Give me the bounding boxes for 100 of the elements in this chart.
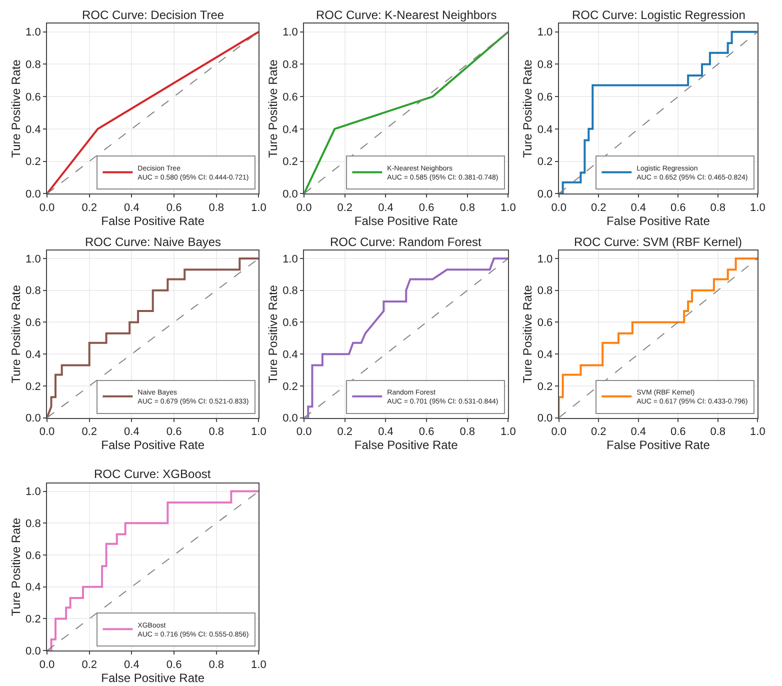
y-tick-label: 1.0 bbox=[26, 26, 41, 39]
x-tick-label: 1.0 bbox=[500, 202, 516, 214]
y-tick-label: 0.4 bbox=[537, 124, 553, 136]
x-tick-label: 0.6 bbox=[670, 426, 686, 438]
y-tick-label: 1.0 bbox=[282, 253, 298, 266]
x-tick-label: 1.0 bbox=[251, 658, 266, 671]
y-tick-label: 0.6 bbox=[26, 91, 41, 104]
x-tick-label: 0.8 bbox=[208, 426, 224, 438]
chart-title: ROC Curve: XGBoost bbox=[94, 467, 212, 481]
x-tick-label: 0.0 bbox=[39, 658, 55, 671]
x-axis-title: False Positive Rate bbox=[606, 438, 710, 452]
y-tick-label: 1.0 bbox=[26, 486, 41, 498]
y-tick-label: 0.8 bbox=[282, 285, 298, 298]
y-tick-label: 1.0 bbox=[537, 253, 553, 266]
x-tick-label: 0.2 bbox=[82, 202, 98, 214]
y-tick-label: 0.4 bbox=[26, 582, 41, 594]
x-tick-label: 0.4 bbox=[378, 426, 394, 438]
y-tick-label: 0.8 bbox=[537, 285, 553, 298]
y-tick-label: 0.8 bbox=[537, 59, 553, 72]
y-tick-label: 0.2 bbox=[26, 156, 41, 168]
x-tick-label: 0.0 bbox=[296, 426, 312, 438]
x-tick-label: 1.0 bbox=[500, 426, 516, 438]
x-tick-label: 0.8 bbox=[710, 426, 726, 438]
y-tick-label: 0.0 bbox=[537, 412, 553, 425]
y-tick-label: 0.0 bbox=[537, 188, 553, 201]
y-tick-label: 0.0 bbox=[26, 645, 41, 658]
x-axis-title: False Positive Rate bbox=[101, 214, 205, 228]
x-tick-label: 0.6 bbox=[418, 202, 434, 214]
x-tick-label: 0.8 bbox=[208, 202, 224, 214]
y-tick-label: 1.0 bbox=[282, 26, 298, 39]
chart-title: ROC Curve: Decision Tree bbox=[82, 8, 224, 22]
x-tick-label: 0.4 bbox=[378, 202, 394, 214]
y-tick-label: 0.4 bbox=[282, 348, 298, 361]
y-tick-label: 0.8 bbox=[26, 518, 41, 530]
x-tick-label: 0.0 bbox=[551, 426, 566, 438]
x-tick-label: 0.2 bbox=[590, 202, 606, 214]
x-axis-title: False Positive Rate bbox=[101, 670, 205, 685]
x-tick-label: 0.6 bbox=[418, 426, 434, 438]
y-axis-title: Ture Positive Rate bbox=[520, 284, 535, 384]
x-tick-label: 0.0 bbox=[551, 202, 566, 214]
x-tick-label: 0.4 bbox=[124, 658, 140, 671]
y-tick-label: 0.2 bbox=[282, 380, 298, 393]
y-axis-title: Ture Positive Rate bbox=[266, 284, 280, 384]
y-tick-label: 0.2 bbox=[26, 614, 41, 626]
x-tick-label: 1.0 bbox=[750, 426, 766, 438]
x-tick-label: 0.6 bbox=[166, 426, 182, 438]
x-tick-label: 0.0 bbox=[39, 426, 55, 438]
x-tick-label: 0.2 bbox=[82, 426, 98, 438]
x-tick-label: 0.2 bbox=[337, 426, 353, 438]
y-tick-label: 0.8 bbox=[26, 59, 41, 72]
x-tick-label: 1.0 bbox=[251, 202, 266, 214]
y-tick-label: 0.6 bbox=[282, 317, 298, 330]
x-tick-label: 0.4 bbox=[124, 202, 140, 214]
x-axis-title: False Positive Rate bbox=[101, 438, 205, 452]
x-tick-label: 0.6 bbox=[670, 202, 686, 214]
x-tick-label: 0.4 bbox=[124, 426, 140, 438]
x-tick-label: 0.2 bbox=[590, 426, 606, 438]
y-tick-label: 0.0 bbox=[26, 188, 41, 201]
x-tick-label: 0.4 bbox=[630, 202, 646, 214]
y-tick-label: 0.0 bbox=[282, 188, 298, 201]
x-tick-label: 1.0 bbox=[251, 426, 266, 438]
x-tick-label: 0.0 bbox=[39, 202, 55, 214]
y-axis-title: Ture Positive Rate bbox=[8, 59, 23, 158]
x-tick-label: 0.8 bbox=[208, 658, 224, 671]
y-tick-label: 0.2 bbox=[26, 380, 41, 393]
x-tick-label: 0.8 bbox=[460, 426, 476, 438]
y-axis-title: Ture Positive Rate bbox=[266, 59, 280, 158]
y-tick-label: 0.2 bbox=[282, 156, 298, 168]
x-tick-label: 0.4 bbox=[630, 426, 646, 438]
chart-title: ROC Curve: Random Forest bbox=[330, 235, 482, 249]
y-tick-label: 0.4 bbox=[26, 124, 41, 136]
x-tick-label: 0.2 bbox=[337, 202, 353, 214]
y-tick-label: 0.2 bbox=[537, 156, 553, 168]
x-tick-label: 0.2 bbox=[82, 658, 98, 671]
y-tick-label: 0.8 bbox=[26, 285, 41, 298]
y-tick-label: 0.2 bbox=[537, 380, 553, 393]
y-tick-label: 0.8 bbox=[282, 59, 298, 72]
x-axis-title: False Positive Rate bbox=[354, 438, 458, 452]
y-tick-label: 0.6 bbox=[26, 317, 41, 330]
y-tick-label: 1.0 bbox=[537, 26, 553, 39]
x-axis-title: False Positive Rate bbox=[606, 214, 710, 228]
y-axis-title: Ture Positive Rate bbox=[8, 284, 23, 384]
y-tick-label: 0.6 bbox=[26, 550, 41, 562]
chart-title: ROC Curve: SVM (RBF Kernel) bbox=[574, 235, 742, 249]
x-tick-label: 0.8 bbox=[710, 202, 726, 214]
y-tick-label: 0.4 bbox=[537, 348, 553, 361]
y-tick-label: 0.4 bbox=[26, 348, 41, 361]
x-tick-label: 1.0 bbox=[750, 202, 766, 214]
x-tick-label: 0.0 bbox=[296, 202, 312, 214]
chart-title: ROC Curve: Logistic Regression bbox=[572, 8, 746, 22]
y-tick-label: 0.6 bbox=[282, 91, 298, 104]
y-tick-label: 0.4 bbox=[282, 124, 298, 136]
y-tick-label: 0.0 bbox=[26, 412, 41, 425]
y-tick-label: 0.0 bbox=[282, 412, 298, 425]
x-axis-title: False Positive Rate bbox=[354, 214, 458, 228]
x-tick-label: 0.6 bbox=[166, 658, 182, 671]
x-tick-label: 0.8 bbox=[460, 202, 476, 214]
chart-title: ROC Curve: K-Nearest Neighbors bbox=[316, 8, 497, 22]
y-axis-title: Ture Positive Rate bbox=[520, 59, 535, 158]
y-axis-title: Ture Positive Rate bbox=[8, 518, 23, 616]
